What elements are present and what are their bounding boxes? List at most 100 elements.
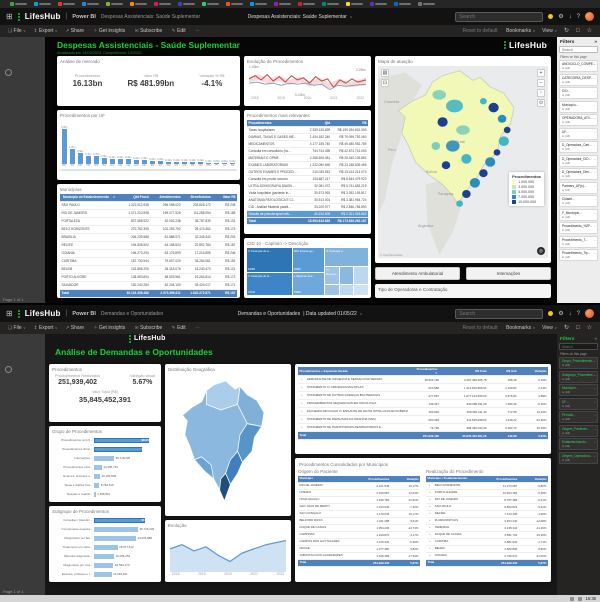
expand-icon[interactable]: + [429, 518, 431, 522]
bar-row[interactable]: Exames, próteses e... 10,180,508 [52, 472, 158, 481]
chevron-down-icon[interactable]: ⌄ [593, 372, 596, 377]
menu-item[interactable]: ⋯ [195, 325, 203, 331]
expand-icon[interactable]: + [429, 532, 431, 536]
table-row[interactable]: + RECIFE 7.143.495 -4,96% [426, 511, 548, 518]
filter-card[interactable]: Município... is (All) ⌄ [559, 384, 598, 396]
table-row[interactable]: + RIO DE JANEIRO 8.787.383 -8,21% [426, 497, 548, 504]
treemap-block[interactable]: X. Doenças do si... 471M [247, 273, 292, 295]
menu-item[interactable]: ❏ File ∨ [8, 325, 26, 331]
filter-card[interactable]: Município... is (All) ⌄ [559, 100, 598, 113]
chevron-down-icon[interactable]: ⌄ [593, 170, 596, 174]
filter-card[interactable]: UF... is (All) ⌄ [559, 397, 598, 410]
chevron-down-icon[interactable]: ⌄ [593, 89, 596, 93]
filter-card[interactable]: Origem_Operadora... is (All) ⌄ [559, 451, 598, 464]
bar[interactable]: 0.0bn SE [229, 120, 236, 168]
line-chart[interactable]: 1.45bn 5.42bn 0.26bn [247, 65, 368, 97]
table-row[interactable]: FORTALEZA 837.565.922 92.002.238 35.787.… [60, 218, 237, 226]
chevron-down-icon[interactable]: ⌄ [593, 386, 596, 390]
expand-icon[interactable]: + [429, 546, 431, 550]
menu-item[interactable]: Reset to default [463, 28, 500, 34]
atendimento-ambulatorial-button[interactable]: Atendimento Ambulatorial [375, 267, 460, 280]
expand-icon[interactable]: + [301, 394, 303, 398]
bar-row[interactable]: Exames, próteses e t... 14,094,631 [52, 570, 158, 579]
user-avatar[interactable] [585, 12, 594, 21]
bar[interactable]: 3.0bn SP [61, 120, 68, 168]
table-row[interactable]: NITERÓI 2.109.587 12,63% [298, 490, 420, 497]
bar-row[interactable]: Terapias e reabilit... 2,536,841 [52, 490, 158, 499]
treemap-block[interactable] [339, 266, 354, 284]
tray-icon[interactable] [569, 596, 574, 601]
bar[interactable]: 0.2bn PA [157, 120, 164, 168]
table-row[interactable]: + HEMODIÁLISE DE URGÊNCIA E SESSÃO POR SE… [298, 376, 548, 385]
chevron-down-icon[interactable]: ⌄ [593, 156, 596, 161]
menu-item[interactable]: ✧ Get insights [94, 28, 127, 34]
bar[interactable]: 0.7bn RS [93, 120, 100, 168]
table-row[interactable]: + TRATAMENTO DE TRANSTORNOS RESPIRATÓRIOS… [298, 424, 548, 433]
table-header[interactable]: Procedimentos Qtd R$ [247, 119, 368, 127]
bar[interactable]: 0.4bn PE [117, 120, 124, 168]
lifeshub-logo[interactable]: LifesHub [24, 309, 61, 318]
chevron-down-icon[interactable]: ⌄ [593, 359, 596, 363]
bar[interactable]: 0.4bn CE [125, 120, 132, 168]
expand-icon[interactable]: + [429, 504, 431, 508]
table-row[interactable]: + CURITIBA 2.881.932 -1,71% [426, 539, 548, 546]
table-row[interactable]: DIÁRIAS, TAXAS E GASES ME... 1.434.182.2… [247, 134, 368, 141]
map-frame-icon[interactable]: ⊡ [381, 78, 389, 87]
filter-card[interactable]: Origem_Paciente... is (All) ⌄ [559, 424, 598, 437]
bar[interactable]: 0.5bn BA [101, 120, 108, 168]
treemap-block[interactable] [325, 285, 339, 295]
chevron-down-icon[interactable]: ⌄ [593, 102, 596, 107]
table-row[interactable]: BELEM 143.895.205 28.318.076 15.240.473 … [60, 266, 237, 274]
table-row[interactable]: RIO DE JANEIRO 1.071.210.998 199.077.526… [60, 210, 237, 218]
expand-icon[interactable]: + [301, 386, 303, 390]
treemap-block[interactable]: IV. Doença... [325, 266, 339, 284]
bookmark-favicon[interactable] [106, 2, 123, 6]
table-row[interactable]: + GOIÂNIA 2.736.047 -21,06% [426, 553, 548, 560]
search-input[interactable] [455, 308, 544, 319]
filter-card[interactable]: D_Operadora_Cart... is (All) ⌄ [559, 141, 598, 153]
bookmark-favicon[interactable] [370, 2, 387, 6]
help-icon[interactable]: ? [576, 13, 580, 20]
menu-item[interactable]: View ∨ [542, 325, 557, 331]
chevron-down-icon[interactable]: ⌄ [593, 116, 596, 120]
bookmark-favicon[interactable] [250, 2, 267, 6]
table-row[interactable]: GOIANIA 196.273.293 63.176.899 17.214.89… [60, 250, 237, 258]
bookmark-favicon[interactable] [58, 2, 75, 6]
search-input[interactable] [455, 11, 544, 22]
table-row[interactable]: Consulta em pronto socorro 134.687.217 R… [247, 176, 368, 183]
filter-card[interactable]: Procedimento_T... is (All) ⌄ [559, 235, 598, 248]
chevron-down-icon[interactable]: ⌄ [593, 399, 596, 404]
help-bubble-icon[interactable] [5, 69, 12, 76]
table-row[interactable]: SALVADOR 150.240.284 62.204.109 34.424.0… [60, 282, 237, 290]
expand-icon[interactable]: + [429, 539, 431, 543]
filter-card[interactable]: CID... is (All) ⌄ [559, 87, 598, 99]
bookmark-favicon[interactable] [34, 2, 51, 6]
table-row[interactable]: + SÃO PAULO 8.852.823 -9,32% [426, 504, 548, 511]
table-row[interactable]: + FACOEMULSIFICAÇÃO C/ IMPLANTE DE LENTE … [298, 408, 548, 417]
menu-item[interactable]: ⋯ [195, 28, 203, 34]
treemap-block[interactable]: I. Algumas doe... 158M [292, 272, 325, 295]
fullscreen-icon[interactable]: □ [575, 28, 580, 34]
help-bubble-icon[interactable] [5, 366, 12, 373]
chevron-down-icon[interactable]: ⌄ [593, 183, 596, 188]
download-icon[interactable]: ↓ [568, 310, 572, 317]
expand-icon[interactable]: + [429, 483, 431, 487]
table-row[interactable]: + DUQUE DE CAXIAS 3.581.732 29,18% [426, 532, 548, 539]
bar[interactable]: 0.1bn MS [181, 120, 188, 168]
menu-item[interactable]: ✎ Edit [172, 28, 187, 34]
report-page-selector[interactable]: Despesas Assistenciais: Saúde Suplementa… [248, 14, 353, 20]
table-row[interactable]: BELO HORIZONTE 270.762.395 102.253.792 2… [60, 226, 237, 234]
treemap-block[interactable] [354, 266, 368, 284]
bookmark-favicon[interactable] [130, 2, 147, 6]
lifeshub-logo[interactable]: LifesHub [24, 12, 61, 21]
filter-card[interactable]: D_Operadora_Den... is (All) ⌄ [559, 168, 598, 180]
settings-gear-icon[interactable]: ⚙ [558, 13, 564, 20]
filter-card[interactable]: Partners_UF(s)... is (All) ⌄ [559, 181, 598, 194]
chevron-down-icon[interactable]: ⌄ [593, 129, 596, 134]
chevron-down-icon[interactable]: ⌄ [593, 75, 596, 80]
treemap-block[interactable]: Z00. Exame ge... 404M [292, 247, 325, 272]
bookmark-favicon[interactable] [226, 2, 243, 6]
bar-row[interactable]: Componente especia... 35,716,245 [52, 525, 158, 534]
filter-card[interactable]: D_Operadora_CID... is (All) ⌄ [559, 154, 598, 167]
favorite-star-icon[interactable]: ☆ [586, 325, 592, 331]
